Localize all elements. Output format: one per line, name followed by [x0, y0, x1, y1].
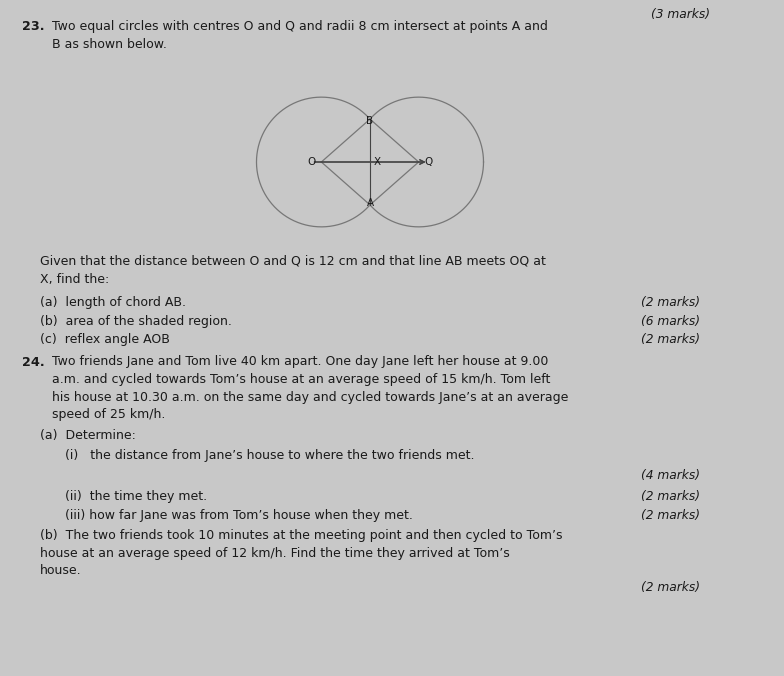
Text: (2 marks): (2 marks) [641, 510, 700, 523]
Text: B: B [366, 116, 373, 126]
Text: (a)  length of chord AB.: (a) length of chord AB. [40, 296, 186, 309]
Polygon shape [321, 119, 419, 205]
Text: Given that the distance between O and Q is 12 cm and that line AB meets OQ at: Given that the distance between O and Q … [40, 255, 546, 268]
Text: (6 marks): (6 marks) [641, 314, 700, 327]
Text: (2 marks): (2 marks) [641, 490, 700, 503]
Polygon shape [354, 119, 387, 205]
Text: (iii) how far Jane was from Tom’s house when they met.: (iii) how far Jane was from Tom’s house … [65, 510, 413, 523]
Text: (4 marks): (4 marks) [641, 468, 700, 481]
Text: (ii)  the time they met.: (ii) the time they met. [65, 490, 207, 503]
Text: (c)  reflex angle AOB: (c) reflex angle AOB [40, 333, 170, 346]
Text: (b)  area of the shaded region.: (b) area of the shaded region. [40, 314, 232, 327]
Text: X: X [374, 157, 381, 167]
Text: (b)  The two friends took 10 minutes at the meeting point and then cycled to Tom: (b) The two friends took 10 minutes at t… [40, 529, 562, 542]
Text: Two equal circles with centres O and Q and radii 8 cm intersect at points A and: Two equal circles with centres O and Q a… [52, 20, 548, 33]
Text: (2 marks): (2 marks) [641, 296, 700, 309]
Text: A: A [366, 198, 373, 208]
Text: Q: Q [424, 157, 433, 167]
Text: (i)   the distance from Jane’s house to where the two friends met.: (i) the distance from Jane’s house to wh… [65, 449, 474, 462]
Text: O: O [307, 157, 316, 167]
Text: his house at 10.30 a.m. on the same day and cycled towards Jane’s at an average: his house at 10.30 a.m. on the same day … [52, 391, 568, 404]
Text: (3 marks): (3 marks) [651, 8, 710, 21]
Text: (a)  Determine:: (a) Determine: [40, 429, 136, 443]
Text: 24.: 24. [22, 356, 45, 368]
Text: Two friends Jane and Tom live 40 km apart. One day Jane left her house at 9.00: Two friends Jane and Tom live 40 km apar… [52, 356, 548, 368]
Text: X, find the:: X, find the: [40, 272, 109, 285]
Text: B as shown below.: B as shown below. [52, 37, 167, 51]
Text: 23.: 23. [22, 20, 45, 33]
Text: house at an average speed of 12 km/h. Find the time they arrived at Tom’s: house at an average speed of 12 km/h. Fi… [40, 546, 510, 560]
Text: house.: house. [40, 564, 82, 577]
Text: (2 marks): (2 marks) [641, 581, 700, 594]
Text: speed of 25 km/h.: speed of 25 km/h. [52, 408, 165, 421]
Text: a.m. and cycled towards Tom’s house at an average speed of 15 km/h. Tom left: a.m. and cycled towards Tom’s house at a… [52, 373, 550, 386]
Text: (2 marks): (2 marks) [641, 333, 700, 346]
